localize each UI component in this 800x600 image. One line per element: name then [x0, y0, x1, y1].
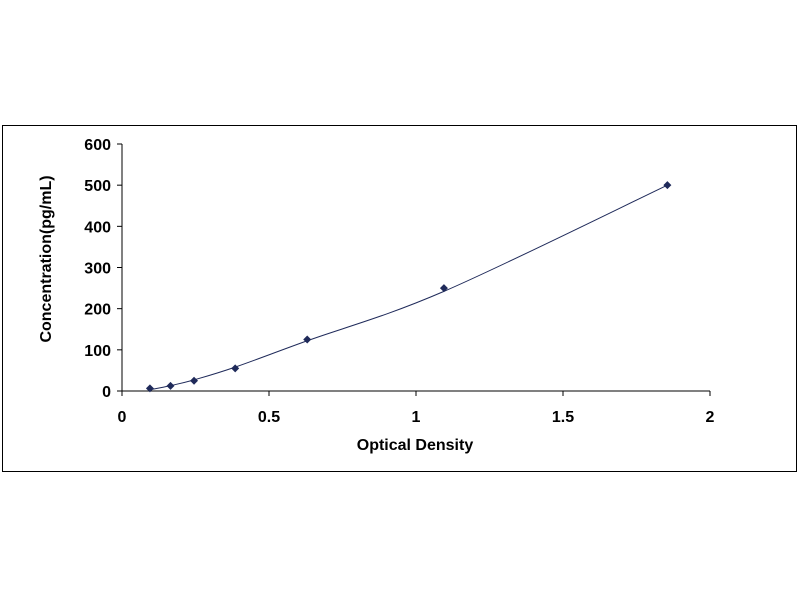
data-point-marker	[303, 335, 312, 344]
ticks: 0 100 200 300 400 500 600 0 0.5 1 1.5 2	[84, 137, 714, 426]
data-point-marker	[231, 364, 240, 373]
y-tick-label: 300	[84, 261, 111, 278]
data-point-marker	[145, 384, 154, 393]
y-tick-label: 0	[102, 384, 111, 401]
data-point-marker	[190, 376, 199, 385]
axes	[121, 144, 710, 392]
x-tick-label: 0	[118, 409, 127, 426]
x-tick-label: 0.5	[258, 409, 280, 426]
y-tick-label: 500	[84, 178, 111, 195]
series	[145, 181, 672, 393]
y-tick-label: 400	[84, 219, 111, 236]
x-tick-label: 2	[706, 409, 715, 426]
data-point-marker	[663, 181, 672, 190]
y-tick-label: 600	[84, 137, 111, 154]
y-tick-label: 200	[84, 302, 111, 319]
y-axis-label: Concentration(pg/mL)	[38, 175, 55, 342]
data-point-marker	[439, 284, 448, 293]
x-axis-label: Optical Density	[357, 437, 474, 454]
fit-curve	[149, 184, 668, 391]
x-tick-label: 1	[412, 409, 421, 426]
data-point-marker	[166, 381, 175, 390]
x-tick-label: 1.5	[552, 409, 574, 426]
chart-frame	[2, 125, 797, 472]
y-tick-label: 100	[84, 343, 111, 360]
